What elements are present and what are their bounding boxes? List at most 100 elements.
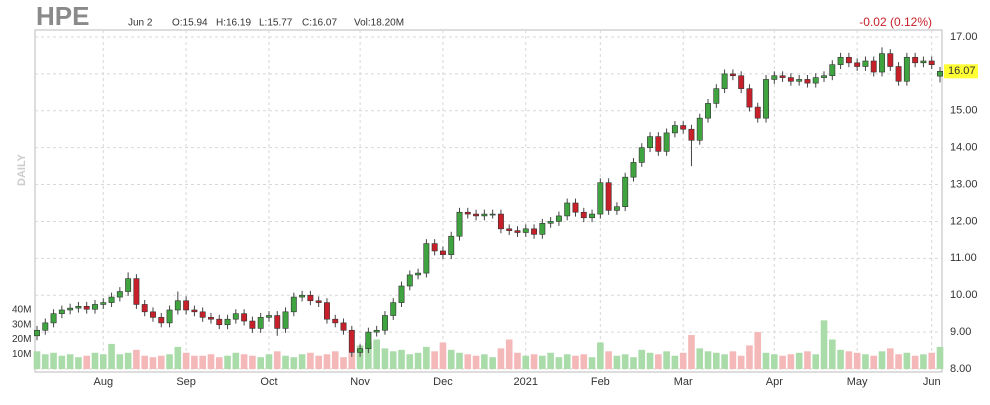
volume-bar (539, 355, 546, 369)
volume-bar (754, 332, 762, 369)
change: -0.02 (0.12%) (859, 15, 932, 29)
volume-bar (505, 339, 513, 369)
volume-bar (331, 351, 339, 369)
y-tick-label: 13.00 (950, 178, 978, 190)
volume-bar (737, 355, 745, 369)
volume-bar (472, 355, 480, 369)
y-tick-label: 17.00 (950, 31, 978, 43)
candle-body (564, 202, 571, 217)
volume-bar (481, 354, 488, 369)
volume-bar (141, 355, 149, 369)
candle-body (605, 182, 612, 211)
volume-bar (398, 349, 405, 369)
volume-bar (853, 352, 861, 369)
candle-body (497, 213, 504, 230)
candle-body (257, 317, 264, 329)
volume-bar (638, 349, 646, 369)
volume-bar (224, 355, 231, 369)
candle-body (174, 300, 181, 311)
candle-body (431, 243, 438, 252)
volume-bar (895, 354, 902, 369)
candle-body (125, 278, 132, 292)
volume-bar (597, 342, 604, 369)
candle-body (928, 60, 935, 65)
volume-bar (33, 351, 41, 369)
volume-bar (911, 355, 919, 369)
candle-body (771, 75, 778, 80)
x-tick-label: Oct (260, 376, 277, 388)
x-tick-label: Jun (923, 376, 941, 388)
candle-body (75, 305, 82, 309)
volume-bar (837, 349, 844, 369)
volume-bar (66, 354, 74, 369)
candle-body (224, 318, 231, 326)
candle-body (315, 300, 322, 303)
candle-body (804, 79, 811, 84)
candle-body (655, 136, 662, 152)
volume-bar (431, 351, 438, 369)
volume-bar (563, 354, 571, 369)
volume-bar (240, 354, 248, 369)
candle-body (116, 291, 123, 298)
volume-bar (646, 352, 654, 369)
candle-body (58, 309, 65, 314)
candle-body (216, 318, 223, 326)
candle-body (266, 315, 272, 318)
volume-bar (356, 345, 364, 369)
candle-body (821, 75, 827, 78)
volume-bar (497, 348, 505, 369)
candle-body (688, 128, 695, 141)
volume-bar (514, 352, 521, 369)
candle-body (680, 125, 687, 130)
high-label: H:16.19 (216, 18, 251, 29)
y-tick-label: 8.00 (950, 363, 971, 375)
candle-body (862, 60, 869, 67)
volume-bar (166, 354, 173, 369)
volume-bar (75, 357, 82, 369)
candle-body (282, 311, 289, 329)
volume-tick-label: 20M (12, 334, 31, 345)
y-tick-label: 14.00 (950, 142, 978, 154)
close-label: C:16.07 (302, 18, 337, 29)
candle-body (50, 313, 57, 324)
candle-body (663, 132, 670, 152)
volume-bar (257, 357, 264, 369)
x-tick-label: Dec (433, 376, 453, 388)
candle-body (464, 211, 471, 215)
volume-bar (688, 335, 695, 369)
volume-bar (903, 352, 911, 369)
volume-bar (41, 354, 49, 369)
volume-bar (83, 355, 91, 369)
volume-bar (365, 342, 372, 369)
volume-bar (348, 352, 356, 369)
candle-body (365, 331, 372, 350)
candle-body (572, 202, 579, 213)
candle-body (547, 221, 554, 224)
x-tick-label: Sep (176, 376, 196, 388)
volume-bar (191, 355, 198, 369)
volume-bar (770, 354, 778, 369)
candle-body (555, 215, 562, 222)
candle-body (895, 66, 902, 82)
candle-body (274, 315, 281, 329)
candle-body (738, 75, 745, 89)
volume-bar (58, 355, 66, 369)
candle-body (580, 211, 587, 219)
candle-body (158, 317, 165, 324)
candle-body (183, 300, 190, 311)
candle-body (812, 77, 819, 84)
x-tick-label: 2021 (514, 376, 538, 388)
volume-bar (870, 355, 878, 369)
volume-bar (779, 355, 786, 369)
candle-body (415, 272, 422, 276)
volume-bar (663, 351, 670, 369)
candle-body (473, 213, 480, 217)
volume-bar (456, 352, 463, 369)
y-tick-label: 12.00 (950, 215, 978, 227)
candle-body (696, 117, 703, 141)
candle-body (398, 285, 405, 303)
candle-body (348, 329, 355, 353)
volume-tick-label: 30M (12, 319, 31, 330)
candle-body (439, 250, 446, 255)
